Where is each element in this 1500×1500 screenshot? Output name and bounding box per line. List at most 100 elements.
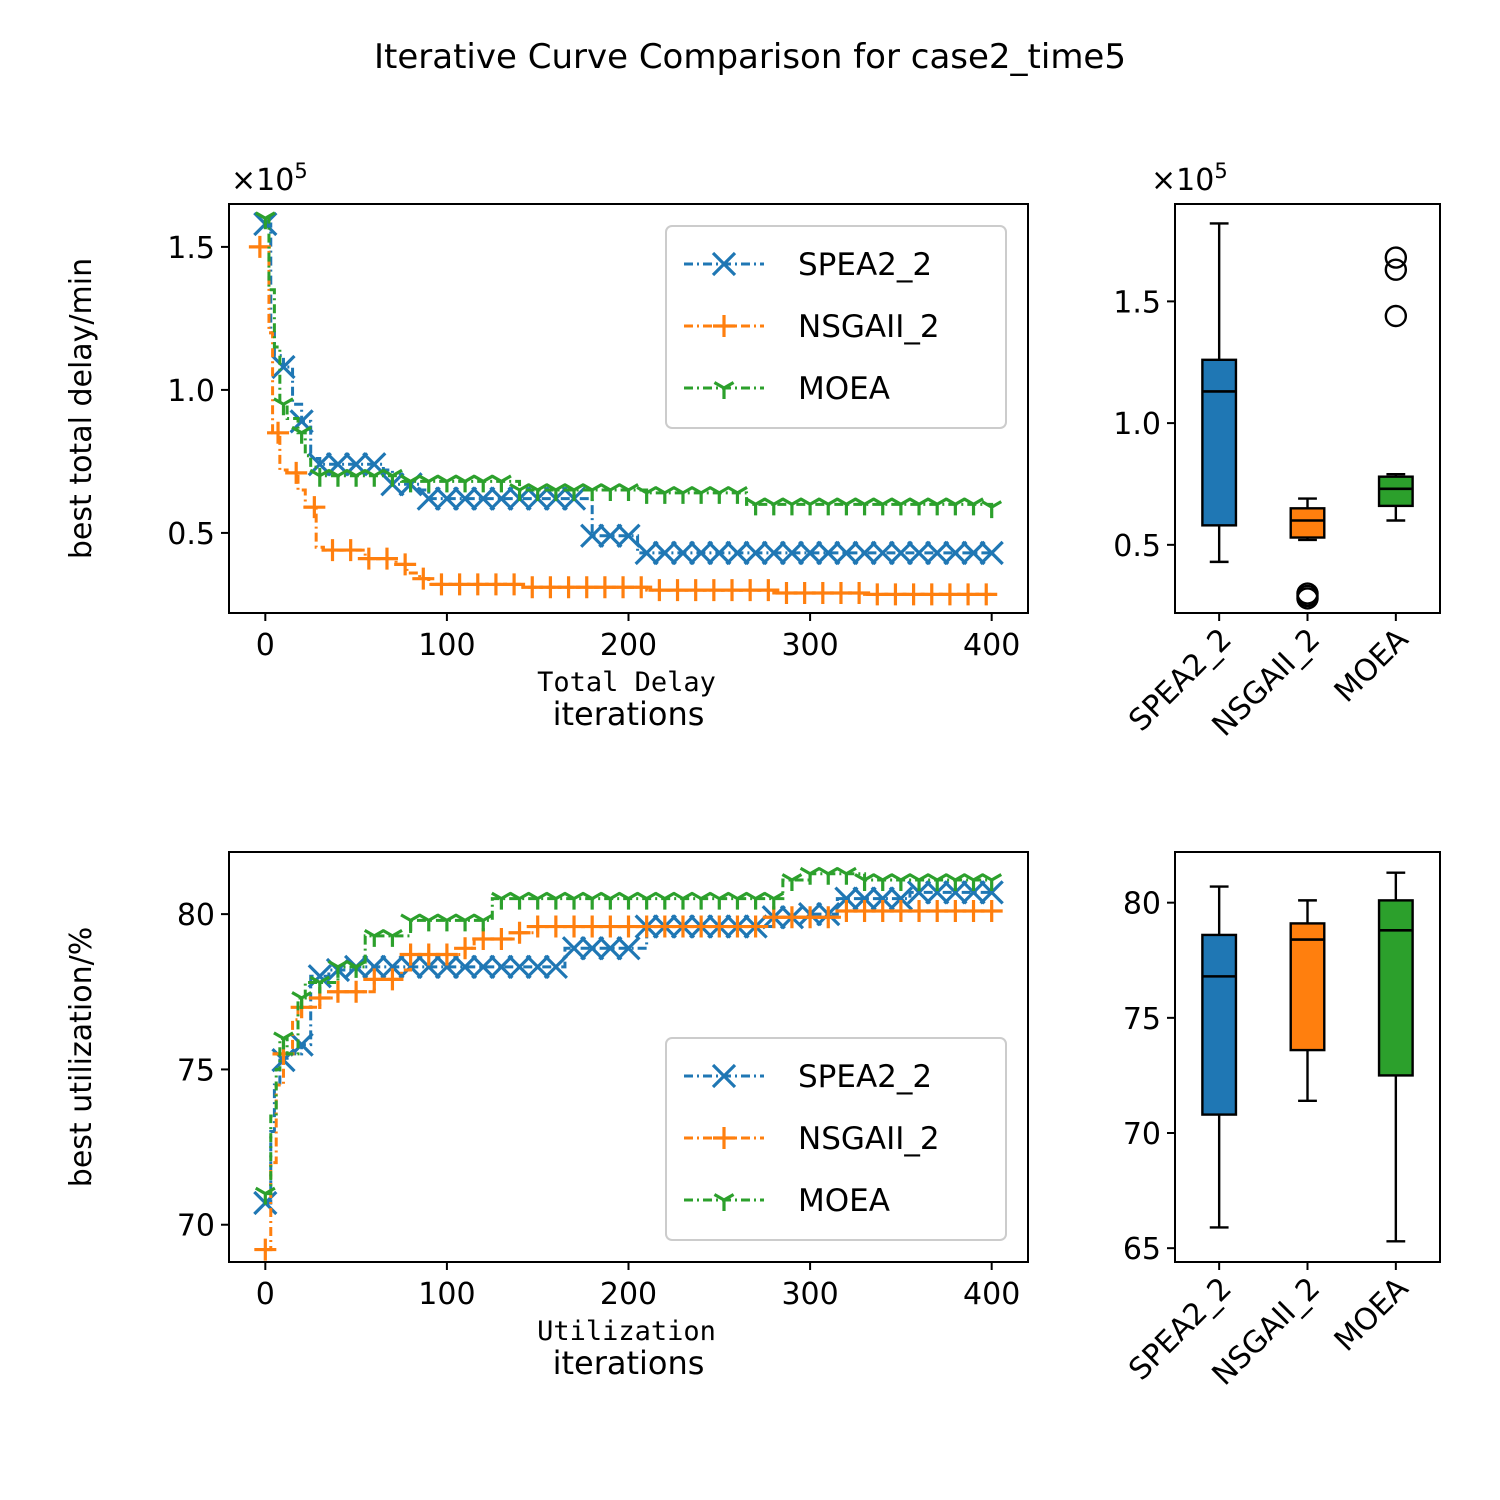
data-point: [436, 913, 458, 932]
box-moea: [1377, 246, 1414, 522]
legend-frame: [665, 1037, 1007, 1241]
data-point: [454, 937, 477, 960]
legend-item: SPEA2_2: [684, 1059, 932, 1095]
series-nsgaii-2: [248, 235, 998, 606]
data-point: [743, 540, 768, 566]
legend-item: SPEA2_2: [684, 247, 932, 283]
data-point: [545, 483, 567, 502]
legend-marker: [711, 251, 737, 277]
data-point: [854, 497, 875, 516]
data-point: [545, 891, 567, 910]
data-point: [345, 980, 368, 1003]
data-point: [418, 474, 440, 493]
figure-title: Iterative Curve Comparison for case2_tim…: [374, 37, 1126, 77]
y-tick-label: 75: [177, 1053, 215, 1088]
data-point: [452, 954, 478, 980]
legend-marker: [713, 1193, 735, 1211]
box-moea: [1377, 871, 1414, 1243]
outlier: [1384, 246, 1408, 269]
data-point: [363, 928, 385, 947]
data-point: [852, 540, 877, 566]
data-point: [872, 497, 894, 516]
data-point: [472, 913, 494, 932]
data-point: [416, 486, 441, 511]
data-point: [434, 954, 460, 980]
data-point: [491, 474, 512, 493]
legend-marker: [711, 1063, 737, 1089]
data-point: [472, 474, 494, 493]
data-point: [363, 468, 385, 487]
data-point: [400, 913, 421, 932]
data-point: [634, 540, 659, 566]
y-tick-label: 80: [177, 898, 215, 933]
data-point: [309, 468, 331, 487]
legend: SPEA2_2 NSGAII_2 MOEA: [665, 1037, 1007, 1241]
y-tick-label: 0.5: [1113, 529, 1161, 564]
data-point: [309, 975, 331, 994]
data-point: [598, 936, 623, 961]
data-point: [508, 921, 531, 944]
legend-item: NSGAII_2: [684, 1121, 940, 1157]
data-point: [908, 497, 930, 516]
y-tick-label: 75: [1123, 1002, 1161, 1037]
data-point: [707, 540, 732, 566]
iqr-box: [1289, 507, 1326, 539]
data-point: [963, 873, 984, 891]
data-point: [834, 886, 859, 911]
data-point: [981, 500, 1003, 519]
data-point: [670, 540, 696, 566]
x-tick-label: 300: [781, 628, 838, 663]
data-point: [273, 397, 294, 416]
data-point: [961, 540, 986, 566]
data-point: [888, 886, 914, 911]
data-point: [888, 540, 914, 566]
series-line: [265, 222, 992, 555]
data-point: [339, 539, 362, 562]
data-point: [382, 928, 403, 947]
data-point: [763, 497, 785, 516]
data-point: [944, 873, 966, 891]
data-point: [689, 540, 714, 566]
y-scale-factor: ×105: [1151, 159, 1228, 198]
data-point: [961, 880, 986, 905]
data-point: [980, 900, 1003, 923]
data-point: [943, 540, 968, 566]
legend-label: MOEA: [798, 371, 890, 407]
data-point: [327, 468, 349, 487]
data-point: [436, 474, 458, 493]
y-scale-factor-base: ×10: [231, 163, 294, 198]
data-point: [491, 891, 512, 910]
panel-caption: Utilization: [537, 1316, 716, 1347]
data-point: [836, 866, 857, 885]
legend-label: SPEA2_2: [798, 1059, 932, 1095]
x-tick-label: MOEA: [1328, 622, 1416, 710]
data-point: [779, 540, 805, 566]
data-point: [727, 485, 748, 504]
data-point: [345, 960, 367, 978]
data-point: [872, 873, 894, 891]
data-point: [507, 954, 532, 980]
data-point: [527, 483, 549, 502]
data-point: [744, 915, 767, 938]
data-point: [362, 954, 387, 980]
data-point: [963, 497, 984, 516]
data-point: [434, 486, 460, 511]
data-point: [708, 891, 730, 910]
data-point: [380, 954, 405, 980]
y-tick-label: 65: [1123, 1232, 1161, 1267]
data-point: [303, 496, 326, 519]
data-point: [435, 943, 458, 966]
outlier: [1384, 304, 1408, 328]
legend-item: MOEA: [684, 1183, 890, 1219]
data-point: [636, 891, 658, 910]
data-point: [581, 483, 603, 502]
data-point: [327, 960, 349, 978]
series-nsgaii-2: [254, 900, 1003, 1261]
data-point: [418, 913, 440, 932]
data-point: [271, 354, 296, 380]
data-point: [981, 873, 1003, 891]
data-point: [285, 461, 308, 484]
data-point: [652, 540, 677, 566]
data-point: [672, 485, 694, 504]
y-tick-label: 80: [1123, 887, 1161, 922]
